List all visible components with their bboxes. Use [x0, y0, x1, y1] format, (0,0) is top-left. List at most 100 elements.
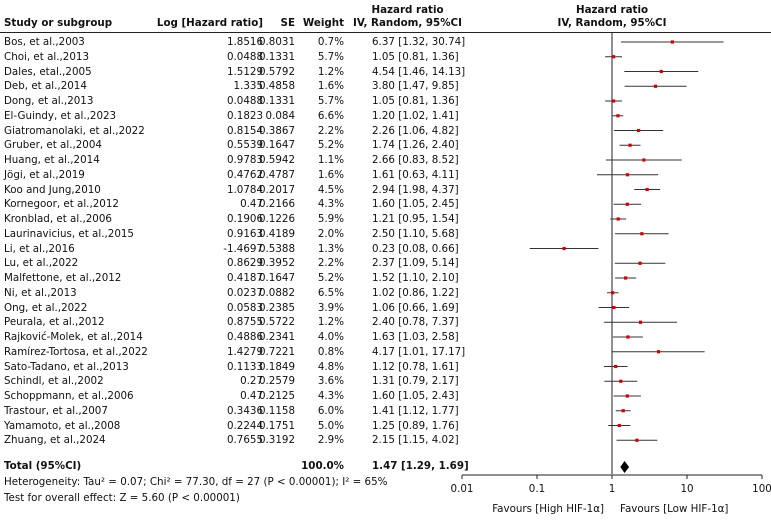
- table-row: Deb, et al.,2014 1.335 0.4858 1.6% 3.80 [1.4…: [0, 79, 465, 93]
- study-se: 0.1751: [258, 419, 295, 432]
- pooled-diamond: [620, 461, 630, 473]
- study-ci: 2.66 [0.83, 8.52]: [372, 154, 459, 166]
- favours-left-label: Favours [High HIF-1α]: [492, 503, 604, 515]
- study-weight: 1.2%: [317, 65, 344, 78]
- total-weight: 100.0%: [301, 460, 344, 472]
- study-loghr: 1.5129: [226, 65, 263, 78]
- study-loghr: 0.9163: [226, 227, 263, 240]
- study-weight: 0.7%: [317, 36, 344, 48]
- table-row: Schoppmann, et al.,2006 0.47 0.2125 4.3% 1.6…: [0, 389, 465, 403]
- study-weight: 2.2%: [317, 257, 344, 270]
- header-loghr: Log [Hazard ratio]: [156, 17, 263, 29]
- study-loghr: 0.4886: [226, 331, 263, 343]
- study-weight: 5.2%: [317, 272, 344, 284]
- study-name: Yamamoto, et al.,2008: [4, 419, 121, 432]
- point-estimate: [656, 350, 661, 354]
- study-se: 0.2125: [258, 390, 295, 402]
- header-plot-line2: IV, Random, 95%CI: [557, 17, 667, 29]
- study-name: Sato-Tadano, et al.,2013: [4, 360, 129, 373]
- table-row: Sato-Tadano, et al.,2013 0.1133 0.1849 4.8%…: [0, 360, 465, 374]
- study-loghr: 0.2244: [226, 419, 263, 432]
- study-se: 0.2166: [258, 198, 295, 211]
- study-se: 0.5942: [258, 154, 295, 166]
- point-estimate: [625, 173, 630, 177]
- study-se: 0.3952: [258, 257, 295, 270]
- point-estimate: [619, 379, 623, 383]
- study-name: Ong, et al.,2022: [4, 301, 88, 314]
- table-row: Giatromanolaki, et al.,2022 0.8154 0.3867 2…: [0, 124, 465, 138]
- study-weight: 2.9%: [317, 434, 344, 447]
- x-tick-label: 10: [680, 483, 693, 495]
- header-study: Study or subgroup: [4, 17, 113, 29]
- table-row: Laurinavicius, et al.,2015 0.9163 0.4189 2.…: [0, 227, 465, 241]
- study-name: Jögi, et al.,2019: [4, 168, 85, 181]
- study-loghr: 0.4762: [226, 168, 263, 181]
- point-estimate: [611, 99, 616, 103]
- point-estimate: [614, 364, 618, 369]
- study-name: Kornegoor, et al.,2012: [4, 198, 119, 211]
- x-tick-label: 0.1: [529, 483, 545, 495]
- study-ci: 2.26 [1.06, 4.82]: [372, 124, 459, 137]
- point-estimate: [670, 40, 674, 44]
- study-weight: 3.6%: [317, 375, 344, 388]
- study-weight: 3.9%: [317, 301, 344, 314]
- point-estimate: [659, 69, 663, 74]
- study-name: Choi, et al.,2013: [4, 50, 89, 63]
- point-estimate: [625, 394, 629, 398]
- study-ci: 1.21 [0.95, 1.54]: [372, 213, 459, 225]
- study-loghr: 0.8755: [226, 316, 263, 329]
- study-se: 0.1158: [258, 404, 295, 417]
- study-se: 0.1331: [258, 50, 295, 63]
- header-hr-line2: IV, Random, 95%CI: [353, 17, 462, 29]
- study-se: 0.1647: [258, 139, 295, 152]
- study-weight: 1.2%: [317, 316, 344, 329]
- study-name: El-Guindy, et al.,2023: [4, 109, 117, 122]
- table-row: Kornegoor, et al.,2012 0.47 0.2166 4.3% 1.60…: [0, 197, 465, 211]
- study-name: Huang, et al.,2014: [4, 154, 100, 166]
- point-estimate: [625, 202, 629, 206]
- study-name: Lu, et al.,2022: [4, 257, 79, 270]
- header-plot-line1: Hazard ratio: [575, 4, 649, 16]
- study-weight: 5.7%: [317, 95, 344, 107]
- point-estimate: [562, 246, 566, 251]
- overall-effect-text: Test for overall effect: Z = 5.60 (P < 0…: [4, 492, 240, 504]
- table-row: Jögi, et al.,2019 0.4762 0.4787 1.6% 1.61 [0…: [0, 168, 465, 182]
- point-estimate: [645, 187, 649, 192]
- table-row: Rajković-Molek, et al.,2014 0.4886 0.2341 4…: [0, 330, 465, 344]
- point-estimate: [628, 143, 632, 147]
- point-estimate: [617, 423, 621, 428]
- study-name: Rajković-Molek, et al.,2014: [4, 331, 143, 343]
- table-row: Li, et al.,2016 -1.4697 0.5388 1.3% 0.23 [0.…: [0, 242, 465, 256]
- point-estimate: [624, 276, 628, 280]
- study-loghr: 1.8516: [226, 36, 263, 48]
- study-loghr: 0.1133: [226, 360, 263, 373]
- study-ci: 1.20 [1.02, 1.41]: [372, 109, 459, 122]
- study-weight: 5.0%: [317, 419, 344, 432]
- study-se: 0.5388: [258, 242, 295, 255]
- study-se: 0.1331: [258, 95, 295, 107]
- study-name: Li, et al.,2016: [4, 242, 75, 255]
- study-weight: 1.6%: [317, 80, 344, 93]
- study-loghr: 0.0488: [226, 95, 263, 107]
- study-ci: 1.41 [1.12, 1.77]: [372, 404, 459, 417]
- study-loghr: 0.5539: [226, 139, 263, 152]
- study-weight: 5.7%: [317, 50, 344, 63]
- study-ci: 6.37 [1.32, 30.74]: [372, 36, 466, 48]
- table-row: Dong, et al.,2013 0.0488 0.1331 5.7% 1.05 [0…: [0, 94, 465, 108]
- study-loghr: 0.47: [240, 198, 263, 211]
- study-ci: 2.40 [0.78, 7.37]: [372, 316, 459, 329]
- x-tick-label: 0.01: [451, 483, 474, 495]
- header-se: SE: [280, 17, 295, 29]
- study-se: 0.4787: [258, 168, 295, 181]
- study-weight: 5.2%: [317, 139, 344, 152]
- study-loghr: 0.3436: [226, 404, 263, 417]
- table-row: Schindl, et al.,2002 0.27 0.2579 3.6% 1.31 […: [0, 374, 465, 388]
- table-row: Huang, et al.,2014 0.9783 0.5942 1.1% 2.66 […: [0, 153, 465, 167]
- study-se: 0.5792: [258, 65, 295, 78]
- study-weight: 0.8%: [317, 345, 344, 358]
- study-ci: 1.60 [1.05, 2.43]: [372, 390, 459, 402]
- study-weight: 1.1%: [317, 154, 344, 166]
- study-name: Deb, et al.,2014: [4, 80, 87, 93]
- study-loghr: 0.0488: [226, 50, 263, 63]
- table-row: Bos, et al.,2003 1.8516 0.8031 0.7% 6.37 [1.…: [0, 35, 465, 49]
